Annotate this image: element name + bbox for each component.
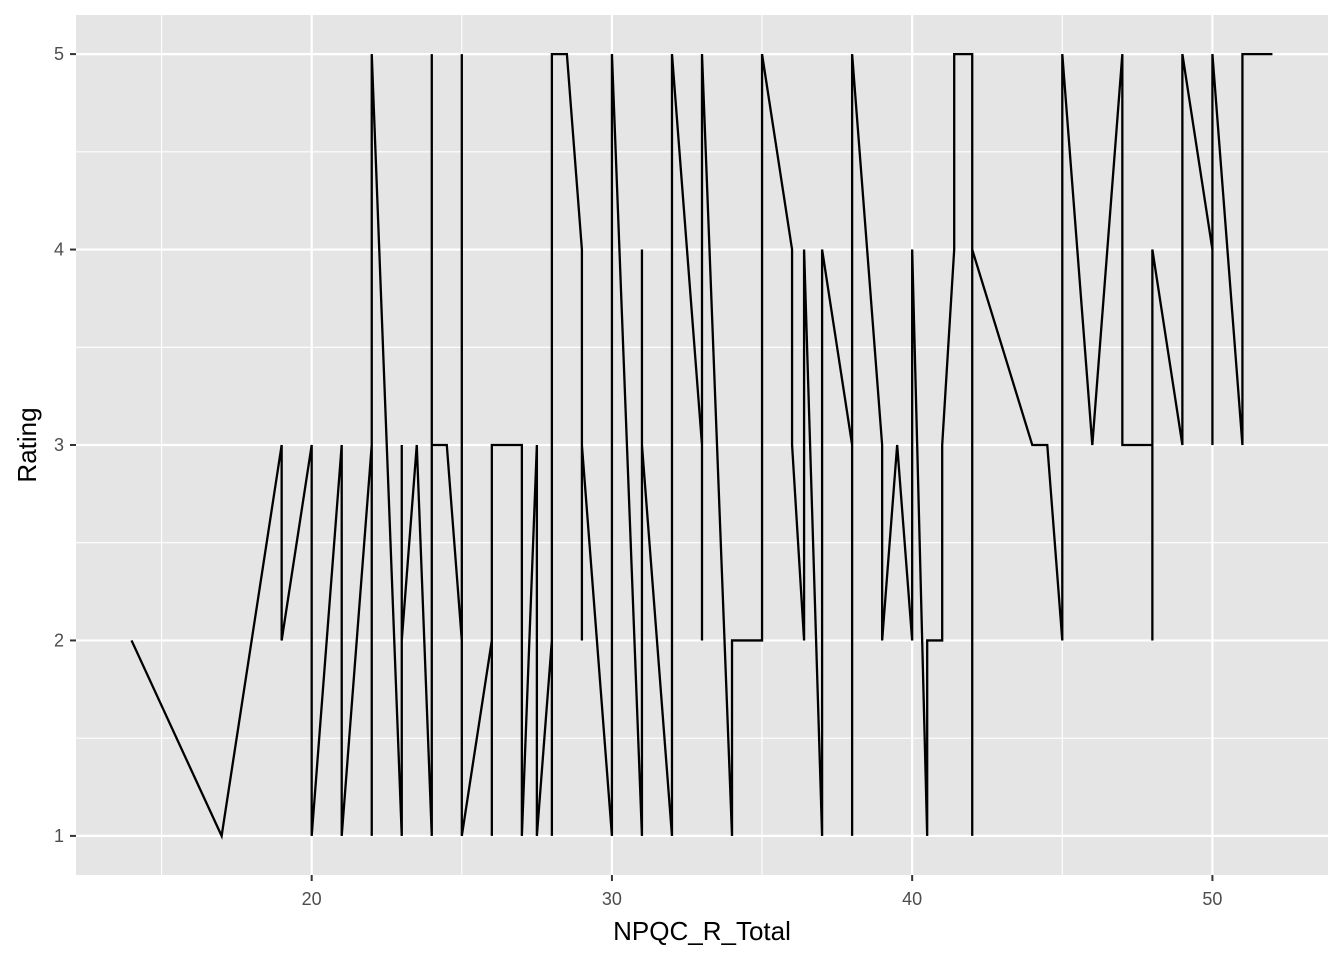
x-axis: 20 30 40 50 (302, 875, 1222, 909)
y-axis: 1 2 3 4 5 (54, 44, 76, 846)
x-tick-label: 20 (302, 889, 322, 909)
y-tick-label: 1 (54, 826, 64, 846)
x-tick-label: 30 (602, 889, 622, 909)
y-tick-label: 5 (54, 44, 64, 64)
y-tick-label: 3 (54, 435, 64, 455)
series-line (130, 52, 1273, 840)
y-tick-label: 4 (54, 240, 64, 260)
y-tick-label: 2 (54, 630, 64, 650)
x-tick-label: 50 (1202, 889, 1222, 909)
x-axis-title: NPQC_R_Total (613, 916, 791, 946)
x-tick-label: 40 (902, 889, 922, 909)
y-axis-title: Rating (12, 407, 42, 482)
